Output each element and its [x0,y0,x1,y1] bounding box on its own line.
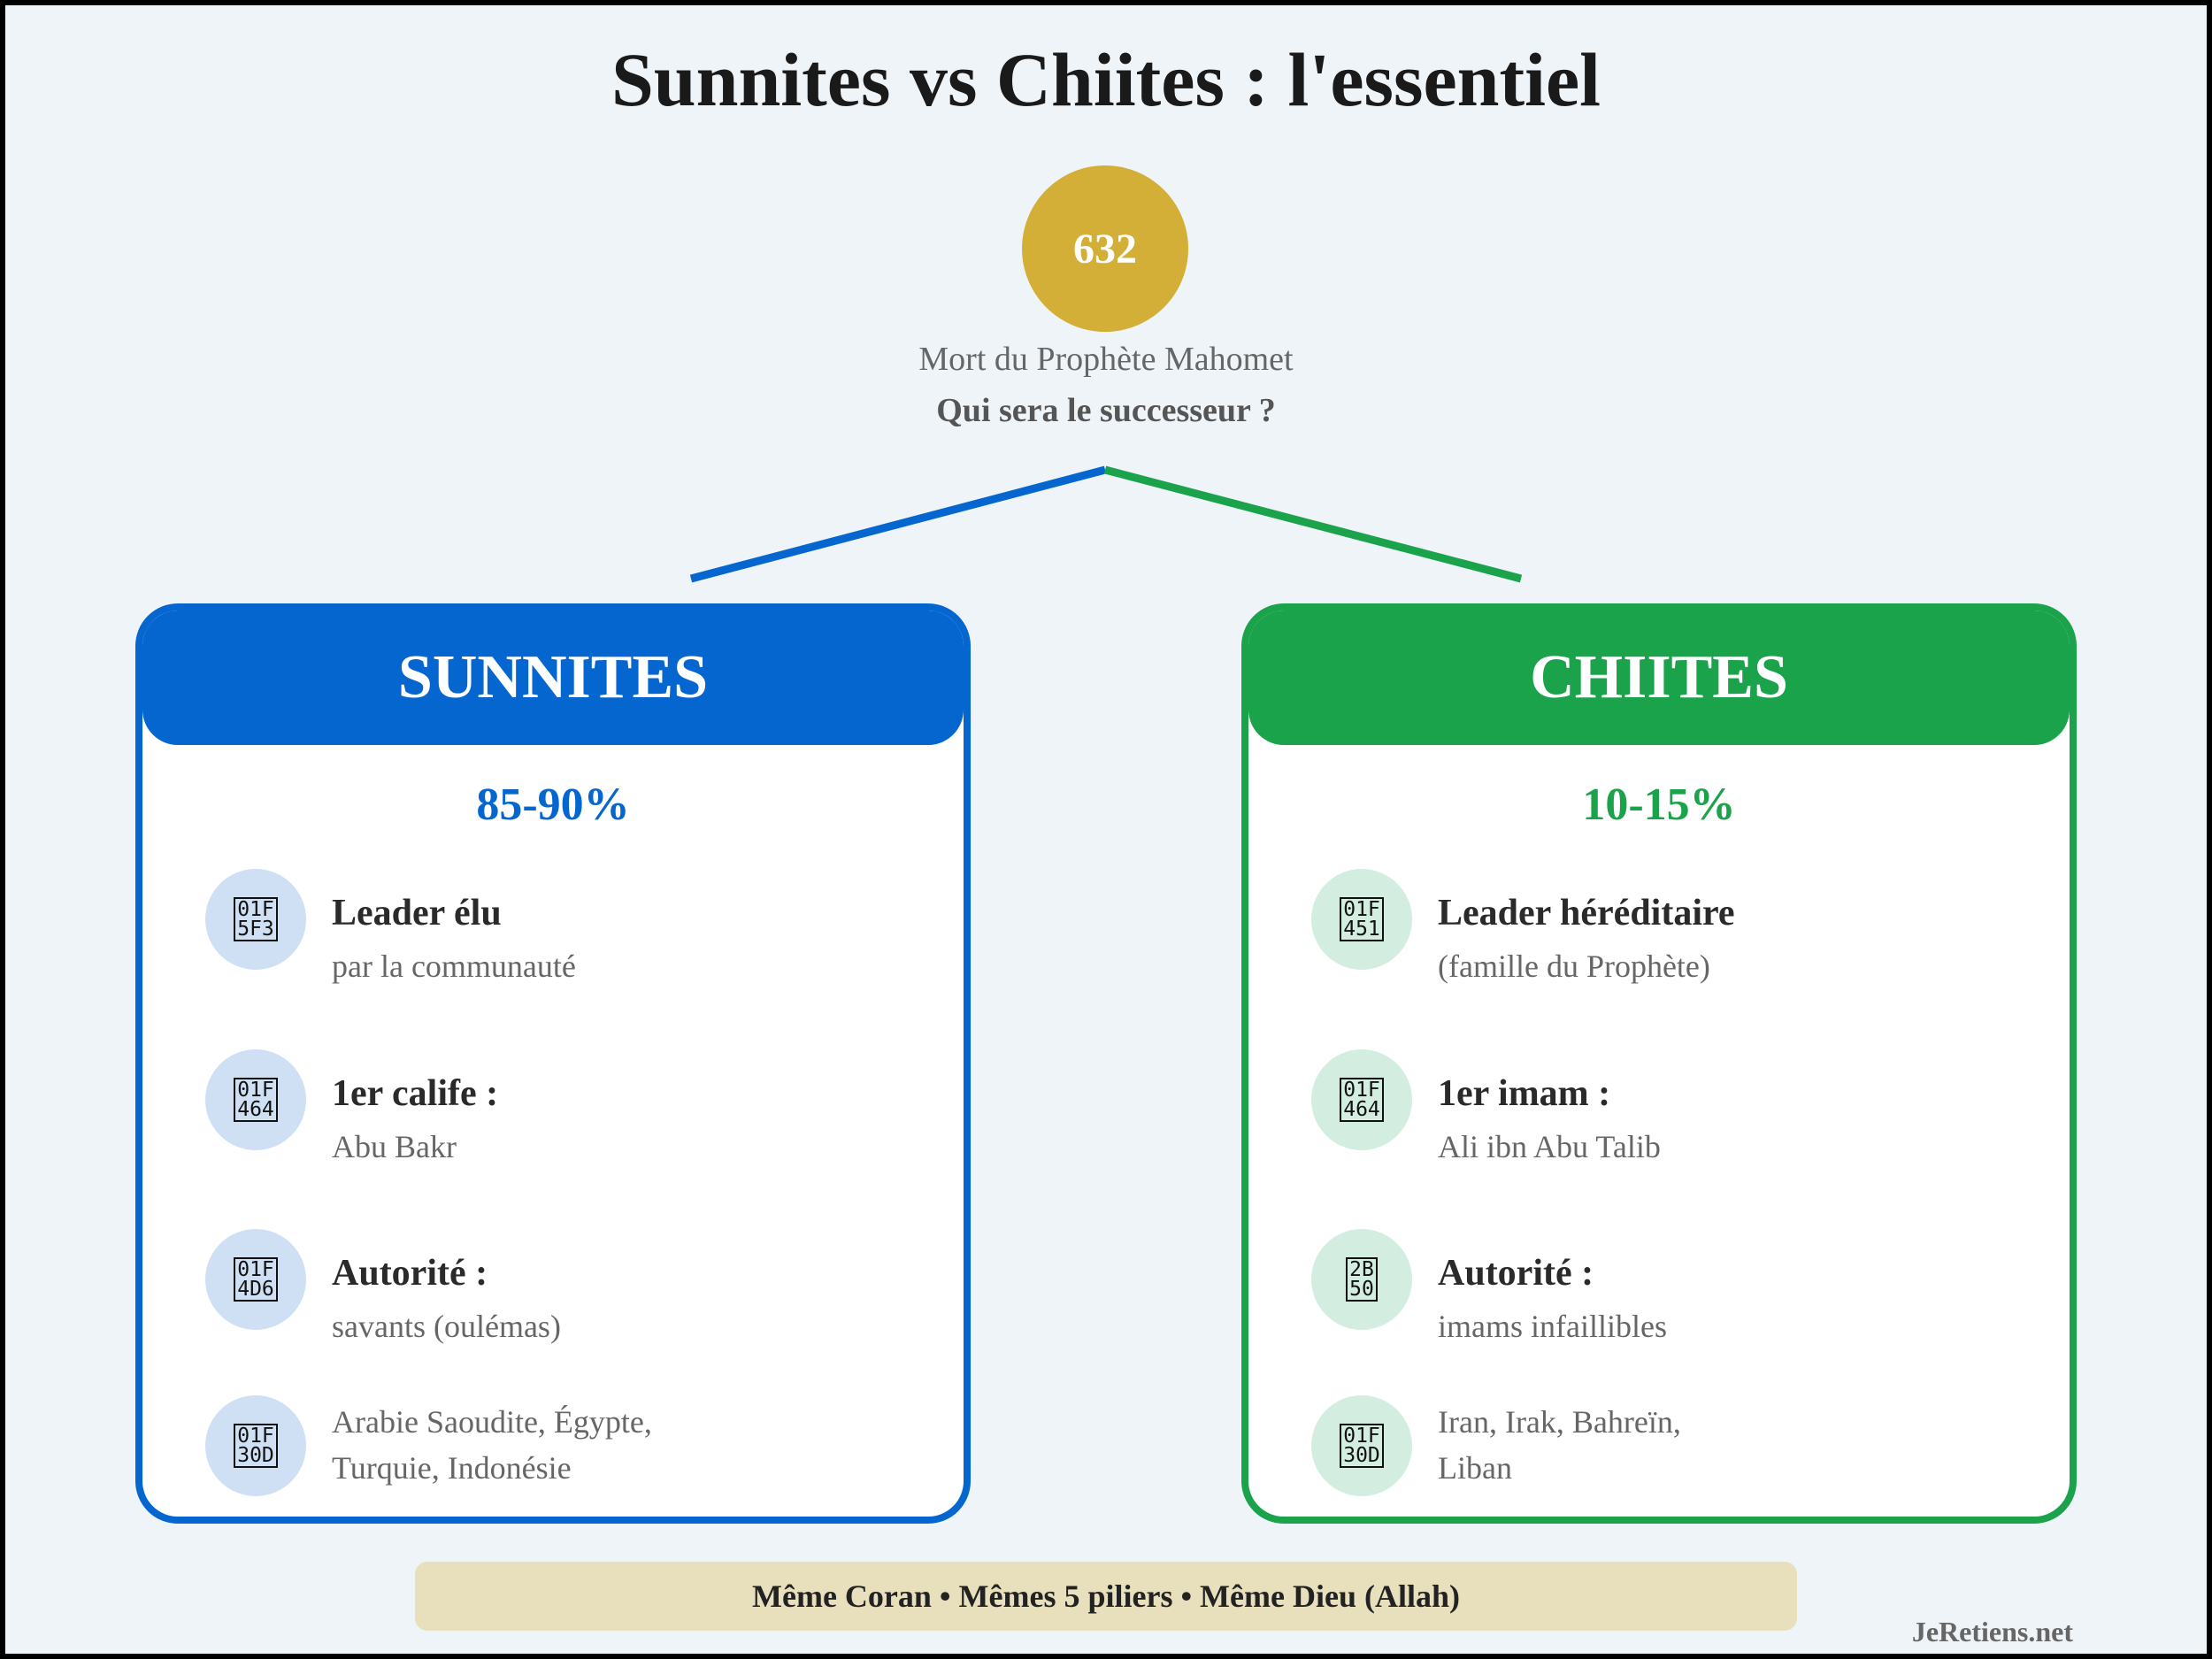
globe-icon: 01F 30D [1311,1395,1412,1496]
missing-glyph-box: 01F 4D6 [234,1257,278,1302]
row-title: 1er imam : [1438,1073,1611,1114]
globe-icon: 01F 30D [205,1395,306,1496]
missing-glyph-box: 01F 464 [1340,1078,1384,1122]
sunni-branch-line [689,465,1107,583]
crown-icon: 01F 451 [1311,869,1412,970]
common-ground-banner: Même Coran • Mêmes 5 piliers • Même Dieu… [415,1562,1797,1631]
missing-glyph-box: 2B 50 [1346,1257,1378,1302]
row-title: Autorité : [1438,1253,1594,1294]
row-subtitle: Ali ibn Abu Talib [1438,1129,1661,1164]
year-circle: 632 [1022,165,1188,332]
row-subtitle: savants (oulémas) [332,1309,561,1344]
sunni-header: SUNNITES [142,611,964,745]
missing-glyph-box: 01F 5F3 [234,897,278,941]
shia-header: CHIITES [1248,611,2070,745]
star-icon: 2B 50 [1311,1229,1412,1330]
row-countries: Arabie Saoudite, Égypte, [332,1404,652,1440]
ballot-box-icon: 01F 5F3 [205,869,306,970]
row-subtitle: (famille du Prophète) [1438,949,1710,984]
page-title: Sunnites vs Chiites : l'essentiel [611,37,1601,122]
event-question: Qui sera le successeur ? [936,392,1276,429]
missing-glyph-box: 01F 30D [1340,1424,1384,1468]
row-title: 1er calife : [332,1073,499,1114]
row-countries: Iran, Irak, Bahreïn, [1438,1404,1681,1440]
missing-glyph-box: 01F 464 [234,1078,278,1122]
row-subtitle: Abu Bakr [332,1129,457,1164]
row-subtitle: imams infaillibles [1438,1309,1667,1344]
watermark: JeRetiens.net [1911,1616,2073,1647]
shia-card: CHIITES 10-15% 01F 451 Leader héréditaire… [1241,603,2077,1524]
shia-branch-line [1103,465,1523,583]
row-title: Leader héréditaire [1438,893,1735,933]
open-book-icon: 01F 4D6 [205,1229,306,1330]
missing-glyph-box: 01F 451 [1340,897,1384,941]
event-label: Mort du Prophète Mahomet [918,341,1294,378]
row-title: Leader élu [332,893,502,933]
missing-glyph-box: 01F 30D [234,1424,278,1468]
person-silhouette-icon: 01F 464 [205,1049,306,1150]
row-subtitle: par la communauté [332,949,576,984]
sunni-card: SUNNITES 85-90% 01F 5F3 Leader élu par la … [135,603,971,1524]
row-countries: Liban [1438,1450,1512,1486]
row-title: Autorité : [332,1253,488,1294]
row-countries: Turquie, Indonésie [332,1450,572,1486]
person-silhouette-icon: 01F 464 [1311,1049,1412,1150]
shia-share: 10-15% [1582,780,1736,830]
sunni-share: 85-90% [476,780,630,830]
